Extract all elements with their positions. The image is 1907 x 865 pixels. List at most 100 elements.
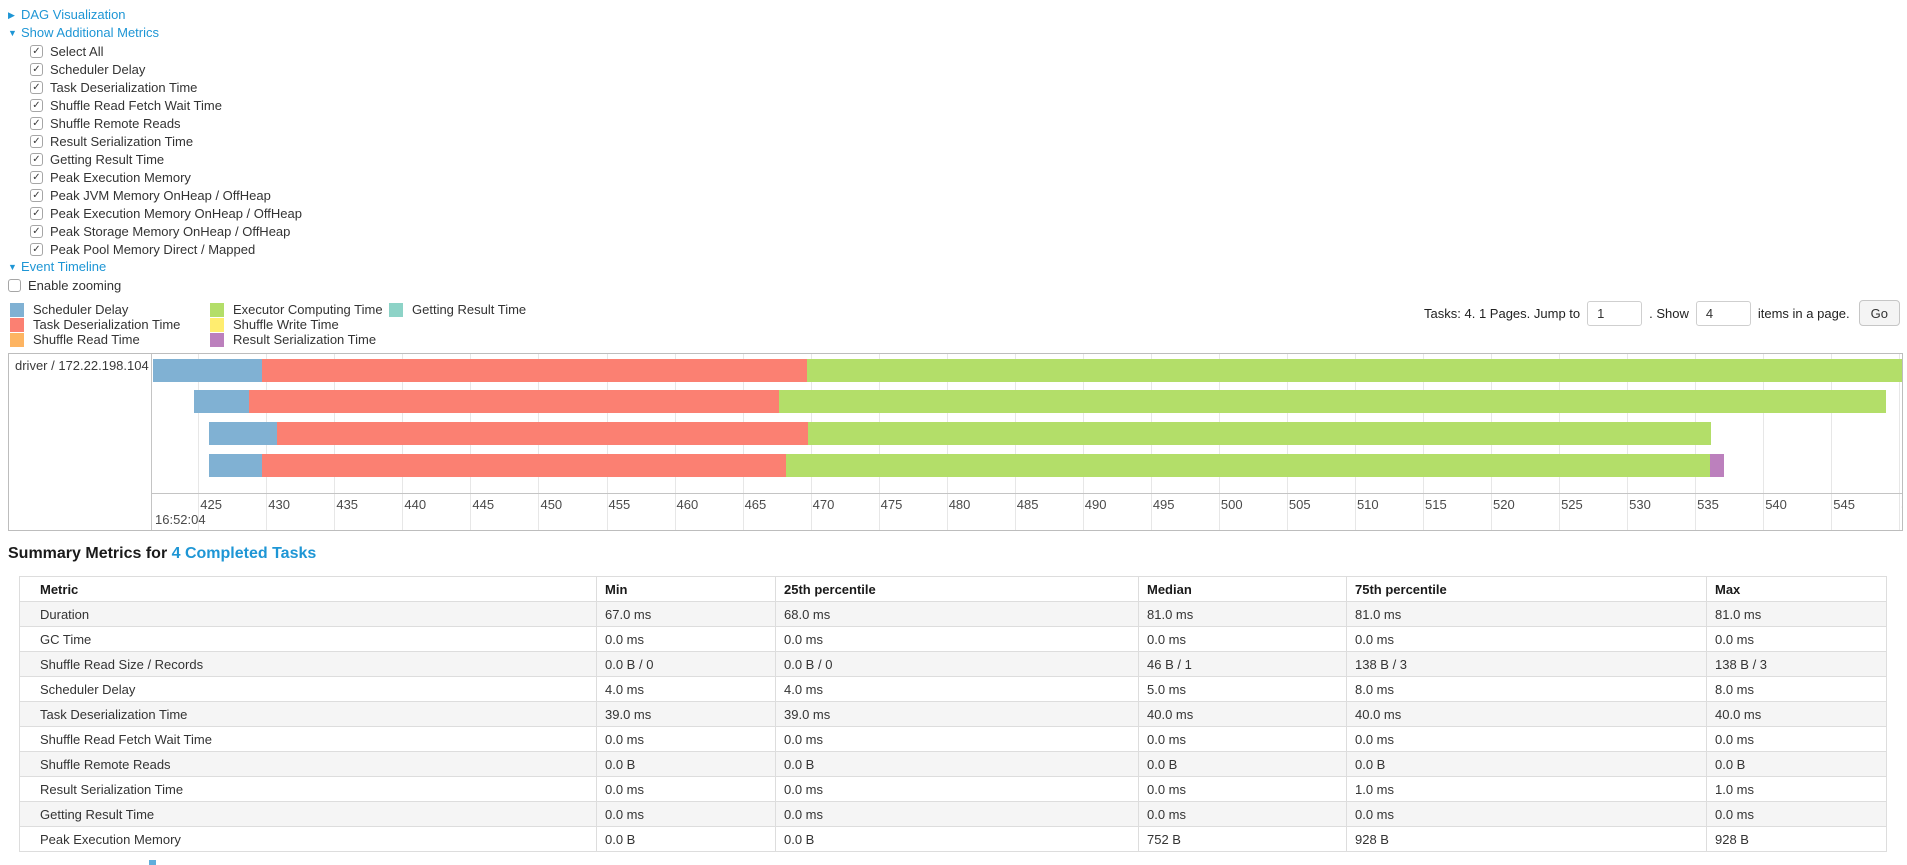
axis-tick-label: 545	[1833, 497, 1855, 512]
legend-label: Shuffle Read Time	[33, 332, 140, 347]
table-row: Result Serialization Time 0.0 ms 0.0 ms 0.0…	[19, 776, 1887, 802]
metric-checkbox-row: ✓ Task Deserialization Time	[30, 78, 1907, 96]
timeline-legend-row: Scheduler Delay Task Deserialization Time…	[8, 300, 1907, 347]
table-header-cell: 25th percentile	[775, 576, 1139, 602]
metric-checkbox[interactable]: ✓	[30, 62, 43, 76]
table-cell: 0.0 ms	[775, 626, 1139, 652]
axis-tick-label: 535	[1697, 497, 1719, 512]
task-pager: Tasks: 4. 1 Pages. Jump to . Show items …	[1424, 300, 1900, 326]
metric-checkbox-label: Scheduler Delay	[50, 61, 146, 77]
axis-tick-label: 440	[404, 497, 427, 512]
legend-column: Executor Computing Time Shuffle Write Tim…	[210, 302, 389, 347]
table-cell: 40.0 ms	[1346, 701, 1707, 727]
table-cell: 0.0 B	[1706, 751, 1887, 777]
axis-tick-label: 485	[1016, 497, 1039, 512]
axis-tick-label: 530	[1629, 497, 1651, 512]
metric-checkbox-label: Peak Execution Memory	[50, 169, 191, 185]
axis-tick-label: 450	[540, 497, 563, 512]
table-header-row: Metric Min 25th percentile Median 75th perce…	[19, 576, 1887, 602]
table-cell: 928 B	[1706, 826, 1887, 852]
metric-checkbox-label: Peak Storage Memory OnHeap / OffHeap	[50, 223, 291, 239]
task-bar-segment-scheduler_delay	[209, 422, 278, 445]
metric-checkbox[interactable]: ✓	[30, 80, 43, 94]
getting_result-swatch	[389, 302, 403, 317]
metric-checkbox[interactable]: ✓	[30, 206, 43, 220]
axis-tick-label: 550	[1901, 497, 1902, 512]
items-per-page-input[interactable]	[1695, 300, 1751, 326]
collapsed-arrow-icon: ▶	[8, 10, 15, 20]
table-cell: 0.0 ms	[1346, 726, 1707, 752]
metric-checkbox-row: ✓ Shuffle Remote Reads	[30, 114, 1907, 132]
table-cell: Result Serialization Time	[19, 776, 597, 802]
task-bar-segment-task_deserialization	[262, 454, 787, 477]
enable-zooming-checkbox[interactable]	[8, 278, 21, 292]
summary-metrics-title: Summary Metrics for 4 Completed Tasks	[8, 545, 1907, 563]
legend-item: Executor Computing Time	[210, 302, 389, 317]
metric-checkbox-label: Peak Pool Memory Direct / Mapped	[50, 241, 256, 257]
table-cell: 0.0 ms	[1346, 626, 1707, 652]
go-button[interactable]: Go	[1858, 300, 1900, 326]
table-cell: 752 B	[1138, 826, 1347, 852]
table-cell: 46 B / 1	[1138, 651, 1347, 677]
table-cell: 0.0 ms	[775, 776, 1139, 802]
table-cell: 1.0 ms	[1346, 776, 1707, 802]
legend-label: Getting Result Time	[412, 302, 527, 317]
table-cell: 0.0 ms	[1706, 726, 1887, 752]
metric-checkbox-label: Select All	[50, 43, 104, 59]
table-cell: Scheduler Delay	[19, 676, 597, 702]
task_deserialization-swatch	[10, 317, 24, 332]
legend-item: Shuffle Write Time	[210, 317, 389, 332]
metric-checkbox[interactable]: ✓	[30, 224, 43, 238]
event-timeline-link[interactable]: Event Timeline	[21, 259, 107, 274]
metric-checkbox[interactable]: ✓	[30, 152, 43, 166]
table-row: Scheduler Delay 4.0 ms 4.0 ms 5.0 ms 8.0 ms 8…	[19, 676, 1887, 702]
metric-checkbox[interactable]: ✓	[30, 170, 43, 184]
task-bar-segment-task_deserialization	[277, 422, 808, 445]
table-row: Task Deserialization Time 39.0 ms 39.0 ms 4…	[19, 701, 1887, 727]
table-header-cell: Max	[1706, 576, 1887, 602]
table-cell: 0.0 B	[1138, 751, 1347, 777]
jump-to-page-input[interactable]	[1587, 300, 1643, 326]
summary-metrics-table: Metric Min 25th percentile Median 75th perce…	[19, 576, 1887, 852]
metric-checkbox-row: ✓ Select All	[30, 42, 1907, 60]
metric-checkbox-row: ✓ Shuffle Read Fetch Wait Time	[30, 96, 1907, 114]
metric-checkbox[interactable]: ✓	[30, 242, 43, 256]
metric-checkbox-row: ✓ Scheduler Delay	[30, 60, 1907, 78]
metric-checkbox[interactable]: ✓	[30, 116, 43, 130]
event-timeline-chart: driver / 172.22.198.104 16:52:04 425 430 4…	[8, 353, 1903, 531]
metric-checkbox-row: ✓ Result Serialization Time	[30, 132, 1907, 150]
metric-checkbox-label: Shuffle Remote Reads	[50, 115, 181, 131]
axis-tick-label: 490	[1084, 497, 1107, 512]
task-bar-segment-executor_computing	[779, 390, 1886, 413]
metric-checkbox-label: Result Serialization Time	[50, 133, 194, 149]
table-cell: Shuffle Read Size / Records	[19, 651, 597, 677]
metric-checkbox[interactable]: ✓	[30, 188, 43, 202]
axis-tick-label: 480	[948, 497, 971, 512]
axis-tick-label: 525	[1561, 497, 1583, 512]
completed-tasks-link[interactable]: 4 Completed Tasks	[171, 545, 317, 562]
dag-visualization-link[interactable]: DAG Visualization	[21, 7, 126, 22]
metric-checkbox-label: Peak JVM Memory OnHeap / OffHeap	[50, 187, 271, 203]
table-cell: 0.0 ms	[596, 801, 776, 827]
metric-checkbox[interactable]: ✓	[30, 98, 43, 112]
metric-checkbox[interactable]: ✓	[30, 134, 43, 148]
summary-title-text: Summary Metrics for	[8, 545, 168, 562]
table-cell: 0.0 B / 0	[775, 651, 1139, 677]
table-cell: 0.0 ms	[1138, 801, 1347, 827]
table-cell: Duration	[19, 601, 597, 627]
show-additional-metrics-link[interactable]: Show Additional Metrics	[21, 25, 160, 40]
table-cell: 40.0 ms	[1706, 701, 1887, 727]
table-cell: 1.0 ms	[1706, 776, 1887, 802]
table-cell: 0.0 ms	[1138, 726, 1347, 752]
legend-label: Task Deserialization Time	[33, 317, 181, 332]
metric-checkbox[interactable]: ✓	[30, 44, 43, 58]
axis-tick-label: 475	[880, 497, 903, 512]
table-row: Peak Execution Memory 0.0 B 0.0 B 752 B 928 …	[19, 826, 1887, 852]
task-bar-segment-scheduler_delay	[209, 454, 263, 477]
axis-tick-label: 435	[336, 497, 359, 512]
table-cell: 0.0 ms	[775, 726, 1139, 752]
table-row: Shuffle Read Size / Records 0.0 B / 0 0.0 …	[19, 651, 1887, 677]
table-cell: 8.0 ms	[1706, 676, 1887, 702]
table-cell: 0.0 ms	[596, 776, 776, 802]
pager-show-text: . Show	[1649, 305, 1689, 321]
